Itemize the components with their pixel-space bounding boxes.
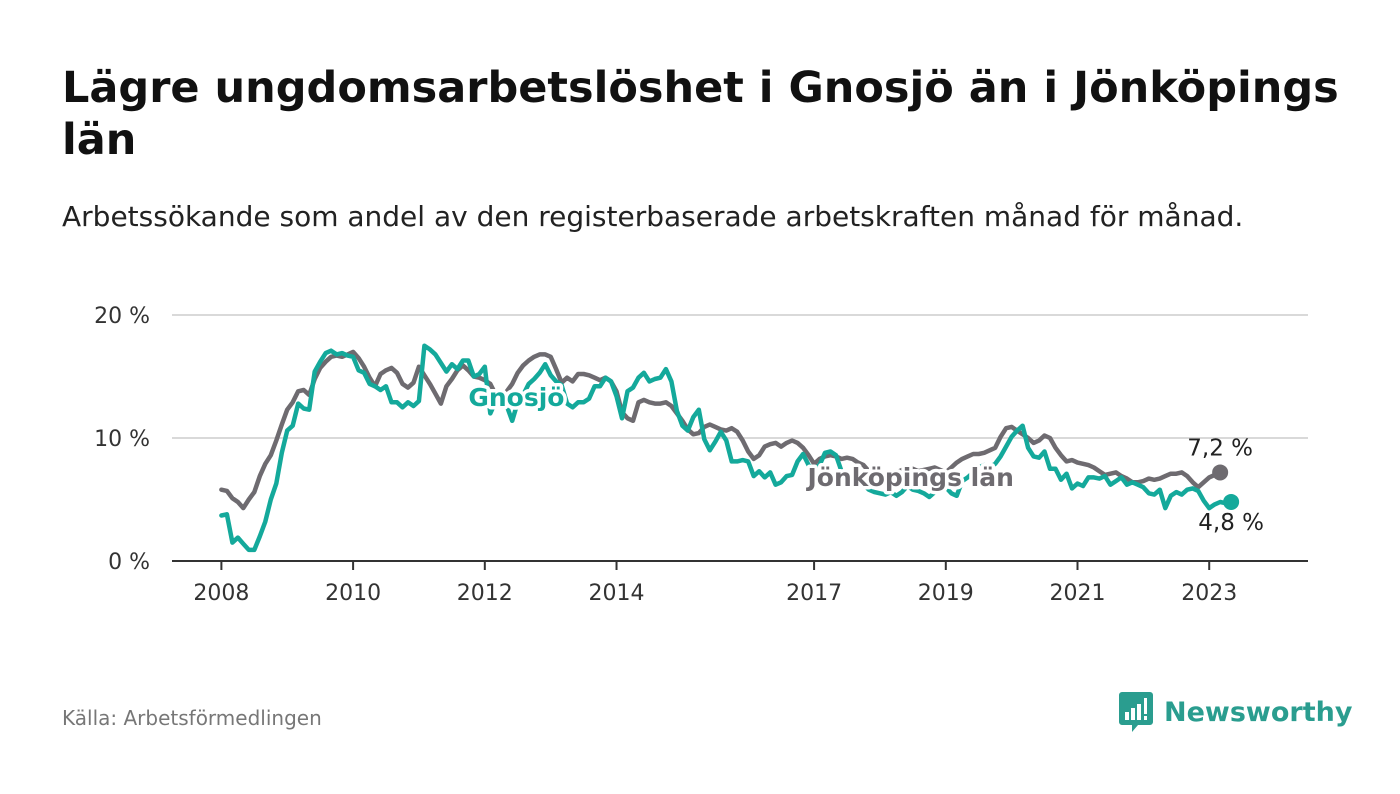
y-tick-label: 10 %	[94, 427, 150, 452]
end-marker-jonkopings-lan	[1212, 464, 1229, 481]
x-tick-label: 2023	[1181, 581, 1237, 606]
gridlines	[172, 314, 1308, 439]
series-labels: 7,2 % 4,8 % Jönköpings län Gnosjö	[465, 380, 1264, 536]
x-tick-label: 2010	[325, 581, 381, 606]
chart-subtitle: Arbetssökande som andel av den registerb…	[62, 200, 1244, 233]
x-axis-ticks: 2008 2010 2012 2014 2017 2019 2021 2023	[193, 561, 1237, 606]
source-note: Källa: Arbetsförmedlingen	[62, 706, 322, 730]
series-line-jonkopings-lan	[219, 349, 1223, 511]
x-tick-label: 2017	[786, 581, 842, 606]
x-tick-label: 2008	[193, 581, 249, 606]
x-tick-label: 2019	[918, 581, 974, 606]
series-name-label-gnosjo: Gnosjö	[468, 383, 564, 412]
series-lines	[219, 343, 1240, 553]
end-value-label-gnosjo: 4,8 %	[1198, 510, 1264, 536]
y-tick-label: 0 %	[108, 550, 150, 575]
x-tick-label: 2014	[589, 581, 645, 606]
brand-name: Newsworthy	[1164, 696, 1353, 728]
y-tick-label: 20 %	[94, 304, 150, 329]
series-name-label-jonkopings-lan: Jönköpings län	[806, 463, 1014, 492]
line-chart: 0 % 10 % 20 % 2008 2010 2012 2014 2017 2019 2021…	[94, 304, 1308, 606]
newsworthy-logo-icon	[1119, 692, 1153, 732]
end-marker-gnosjo	[1223, 493, 1240, 510]
chart-title: Lägre ungdomsarbetslöshet i Gnosjö än i …	[62, 63, 1339, 165]
end-value-label-jonkopings-lan: 7,2 %	[1187, 435, 1253, 461]
x-tick-label: 2012	[457, 581, 513, 606]
brand-logo[interactable]: Newsworthy	[1118, 690, 1352, 734]
y-axis-ticks: 0 % 10 % 20 %	[94, 304, 150, 575]
x-tick-label: 2021	[1050, 581, 1106, 606]
series-line-gnosjo	[219, 343, 1234, 553]
